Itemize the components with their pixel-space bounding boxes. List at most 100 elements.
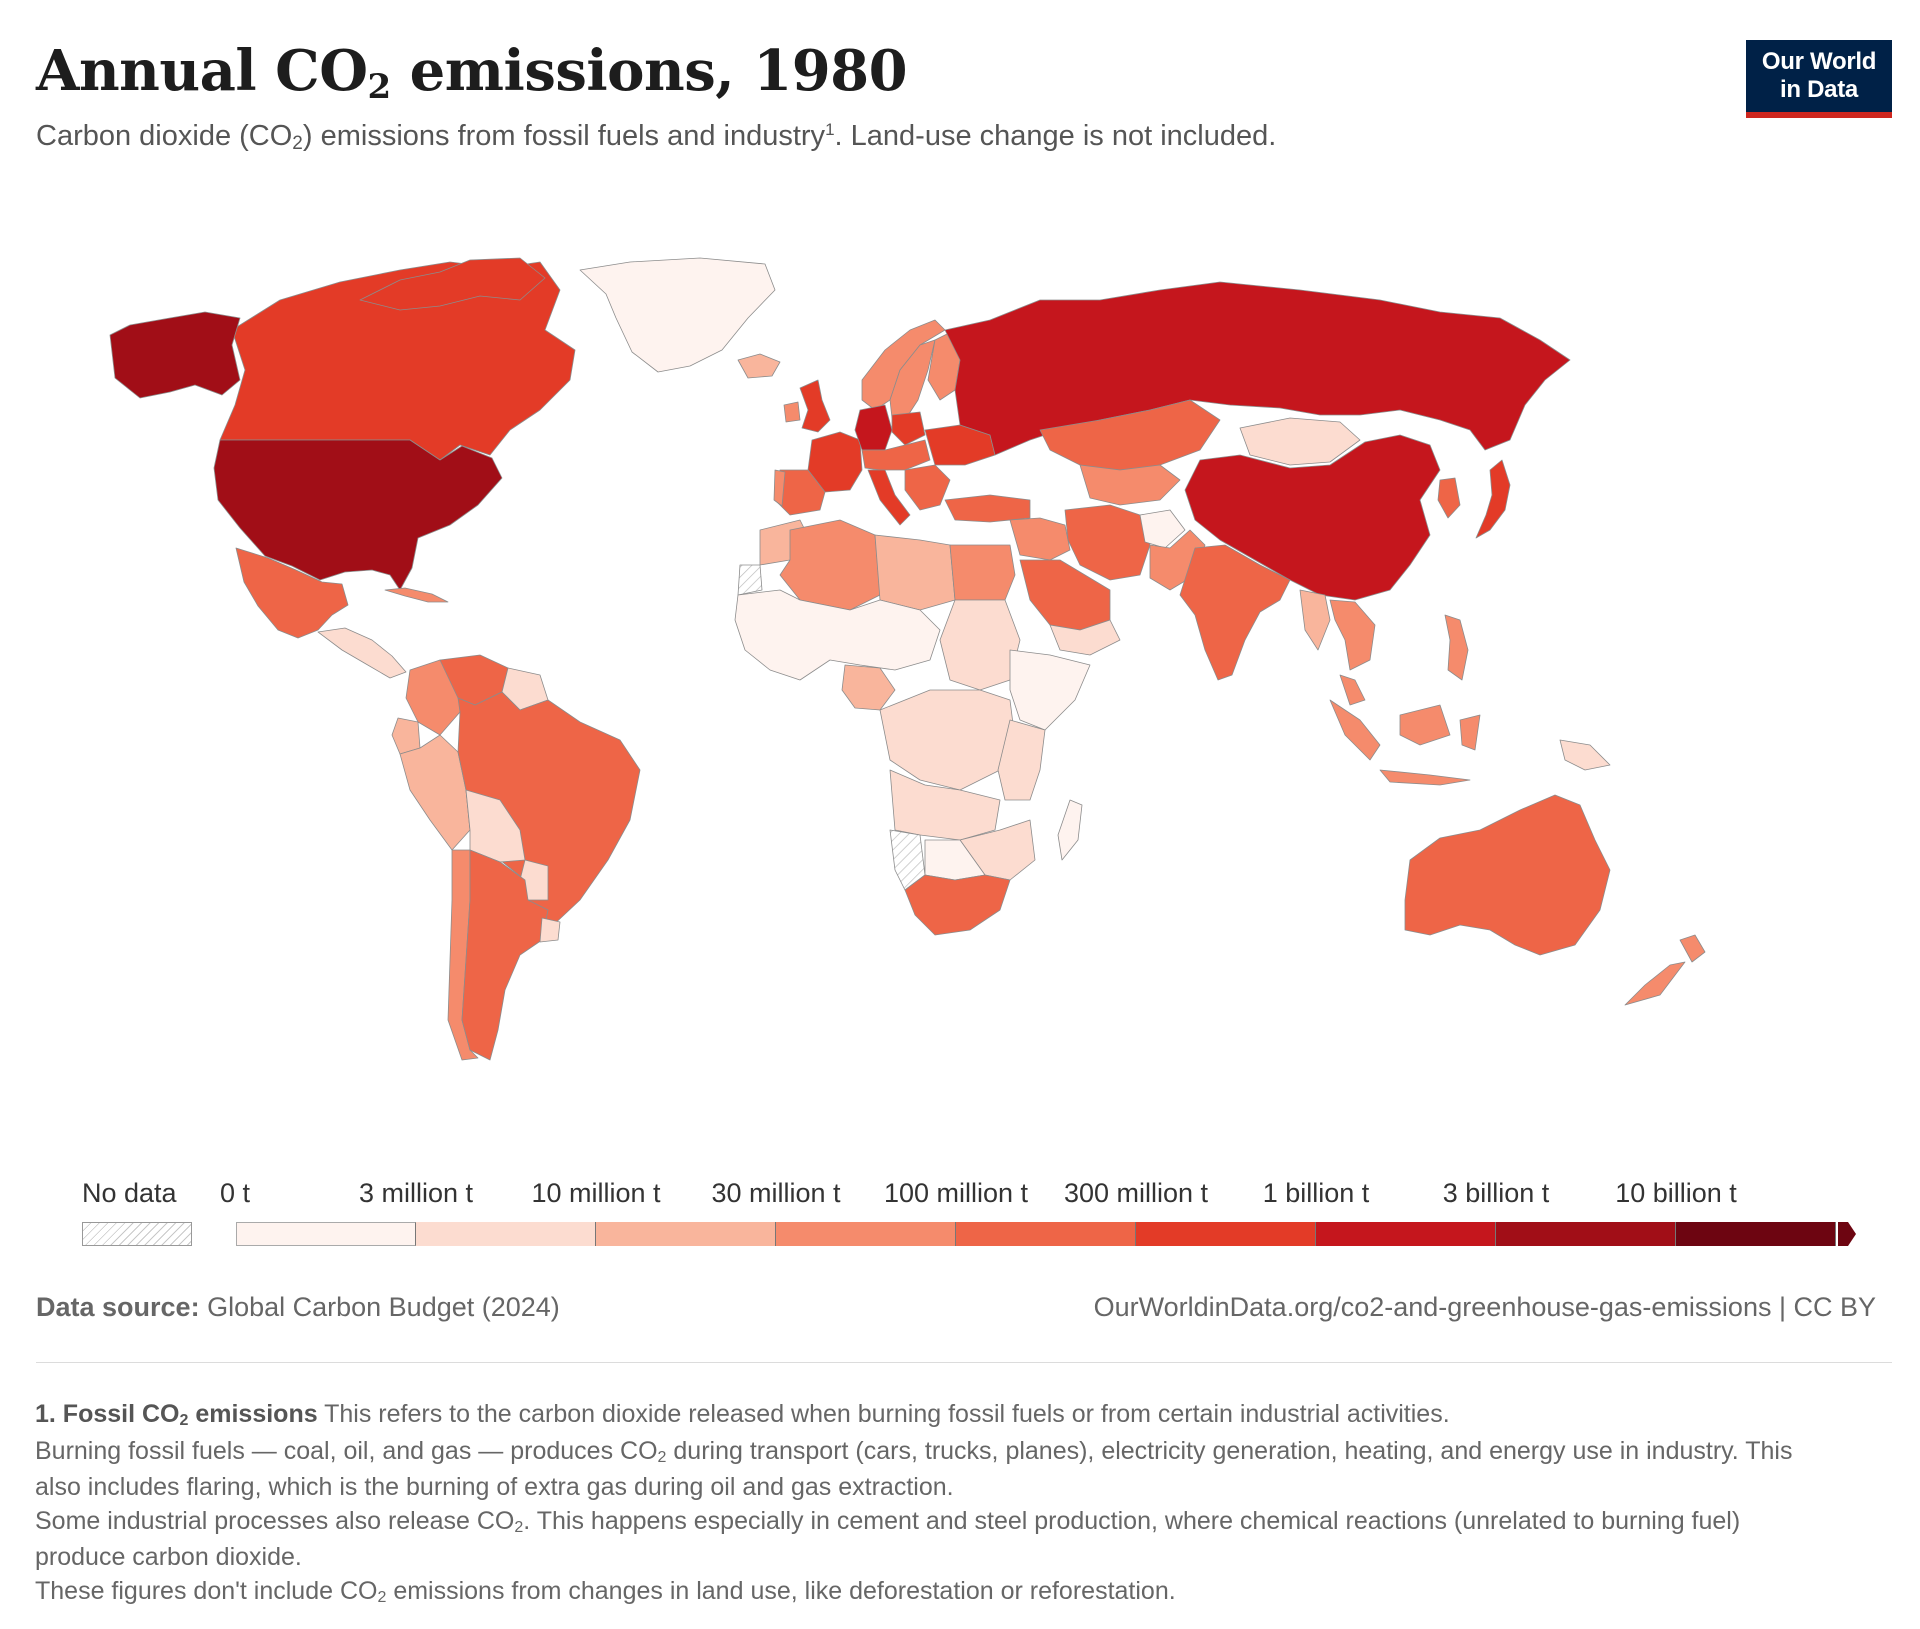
region-cuba[interactable]	[384, 587, 449, 603]
region-afghanistan[interactable]	[1139, 509, 1186, 549]
region-greenland[interactable]	[579, 257, 776, 373]
region-algeria[interactable]	[779, 519, 881, 611]
subtitle-post: . Land-use change is not included.	[834, 120, 1277, 152]
region-japan[interactable]	[1475, 459, 1511, 539]
footnote-paragraph-1: 1. Fossil CO2 emissions This refers to t…	[35, 1398, 1815, 1435]
footnote-marker[interactable]: 1	[825, 120, 835, 139]
region-sahel[interactable]	[734, 589, 941, 681]
region-ireland[interactable]	[783, 401, 801, 423]
fn-title-pre: 1. Fossil CO	[35, 1400, 180, 1428]
region-nigeria[interactable]	[841, 664, 896, 711]
region-balkans[interactable]	[904, 464, 951, 511]
region-central-asia[interactable]	[1079, 464, 1181, 506]
footer-divider	[36, 1362, 1892, 1363]
region-central-america[interactable]	[317, 627, 407, 679]
legend-swatch[interactable]	[1496, 1222, 1676, 1246]
region-portugal[interactable]	[773, 469, 786, 507]
region-ethiopia-horn[interactable]	[1009, 649, 1091, 731]
region-china[interactable]	[1184, 434, 1441, 601]
title-subscript: 2	[367, 67, 392, 107]
region-kazakhstan[interactable]	[1039, 399, 1221, 471]
region-poland[interactable]	[891, 411, 926, 446]
legend-swatch[interactable]	[776, 1222, 956, 1246]
footnotes: 1. Fossil CO2 emissions This refers to t…	[35, 1398, 1815, 1611]
region-mongolia[interactable]	[1239, 417, 1361, 466]
legend-tick-label: 300 million t	[1063, 1178, 1209, 1208]
footnote-title: 1. Fossil CO2 emissions	[35, 1400, 318, 1429]
region-uruguay[interactable]	[539, 917, 561, 943]
region-italy[interactable]	[867, 469, 911, 526]
data-source-label: Data source:	[36, 1292, 200, 1322]
region-angola-zambia[interactable]	[889, 769, 1001, 841]
region-turkey[interactable]	[944, 494, 1031, 523]
legend-swatch[interactable]	[1136, 1222, 1316, 1246]
legend-swatch[interactable]	[1316, 1222, 1496, 1246]
region-madagascar[interactable]	[1057, 799, 1083, 861]
region-iceland[interactable]	[737, 353, 781, 379]
footnote-paragraph-3: Some industrial processes also release C…	[35, 1505, 1815, 1575]
region-southeast-asia[interactable]	[1299, 589, 1331, 651]
fn-p4-sub: 2	[377, 1588, 387, 1606]
legend-tick-label: 0 t	[220, 1178, 251, 1208]
region-central-europe[interactable]	[861, 439, 931, 471]
chart-subtitle: Carbon dioxide (CO2) emissions from foss…	[36, 120, 1277, 154]
fn-intro: This refers to the carbon dioxide releas…	[317, 1400, 1450, 1428]
subtitle-pre: Carbon dioxide (CO	[36, 120, 293, 152]
legend-no-data-swatch[interactable]	[82, 1222, 192, 1246]
legend-tick-label: 3 million t	[358, 1178, 474, 1208]
legend-no-data-label: No data	[82, 1178, 177, 1208]
region-south-africa[interactable]	[904, 874, 1011, 936]
logo-line-2: in Data	[1780, 76, 1858, 103]
region-thailand-vietnam[interactable]	[1329, 599, 1376, 671]
fn-p2-pre: Burning fossil fuels — coal, oil, and ga…	[35, 1436, 658, 1465]
owid-logo[interactable]: Our World in Data	[1746, 40, 1892, 118]
fn-p2-sub: 2	[657, 1448, 667, 1466]
legend-swatch[interactable]	[956, 1222, 1136, 1246]
region-alaska[interactable]	[109, 311, 241, 399]
legend-tick-label: 10 million t	[531, 1178, 661, 1208]
region-new-zealand[interactable]	[1624, 934, 1706, 1006]
region-yemen-oman[interactable]	[1049, 619, 1121, 656]
title-pre: Annual CO	[36, 38, 368, 104]
legend-swatch[interactable]	[1676, 1222, 1836, 1246]
region-india[interactable]	[1179, 544, 1291, 681]
legend-swatch[interactable]	[596, 1222, 776, 1246]
region-ecuador[interactable]	[391, 717, 421, 755]
region-papua-new-guinea[interactable]	[1559, 739, 1611, 771]
region-australia[interactable]	[1404, 794, 1611, 956]
fn-p3-post: . This happens especially in cement and …	[35, 1506, 1741, 1572]
region-western-sahara[interactable]	[737, 564, 763, 596]
fn-title-sub: 2	[179, 1412, 189, 1429]
region-uk[interactable]	[799, 379, 831, 433]
fn-p3-pre: Some industrial processes also release C…	[35, 1506, 515, 1535]
data-source: Data source: Global Carbon Budget (2024)	[36, 1292, 560, 1323]
region-argentina[interactable]	[461, 849, 549, 1061]
region-canada-arctic-islands[interactable]	[359, 257, 546, 311]
legend-tick-label: 10 billion t	[1615, 1178, 1737, 1208]
source-url-link[interactable]: OurWorldinData.org/co2-and-greenhouse-ga…	[1093, 1292, 1876, 1322]
logo-line-1: Our World	[1761, 48, 1877, 75]
region-east-africa[interactable]	[997, 719, 1046, 801]
footnote-paragraph-4: These figures don't include CO2 emission…	[35, 1575, 1815, 1612]
region-libya[interactable]	[874, 534, 956, 611]
legend-swatch[interactable]	[236, 1222, 416, 1246]
region-bolivia[interactable]	[465, 789, 526, 863]
region-philippines[interactable]	[1444, 614, 1469, 681]
data-source-text: Global Carbon Budget (2024)	[199, 1292, 560, 1322]
title-post: emissions, 1980	[390, 38, 908, 104]
fn-p4-post: emissions from changes in land use, like…	[386, 1576, 1176, 1605]
region-malaysia[interactable]	[1339, 674, 1366, 706]
fn-p4-pre: These figures don't include CO	[35, 1576, 378, 1605]
region-egypt[interactable]	[949, 544, 1016, 601]
region-sudan[interactable]	[939, 599, 1021, 691]
region-iraq-syria[interactable]	[1009, 517, 1071, 561]
region-iran[interactable]	[1064, 504, 1151, 581]
legend-arrow	[1838, 1222, 1856, 1246]
region-korea[interactable]	[1437, 477, 1461, 519]
region-indonesia[interactable]	[1329, 699, 1481, 786]
region-russia[interactable]	[944, 281, 1571, 456]
region-germany[interactable]	[854, 404, 893, 451]
subtitle-subscript: 2	[292, 133, 303, 154]
region-mexico[interactable]	[235, 547, 349, 639]
legend-swatch[interactable]	[416, 1222, 596, 1246]
